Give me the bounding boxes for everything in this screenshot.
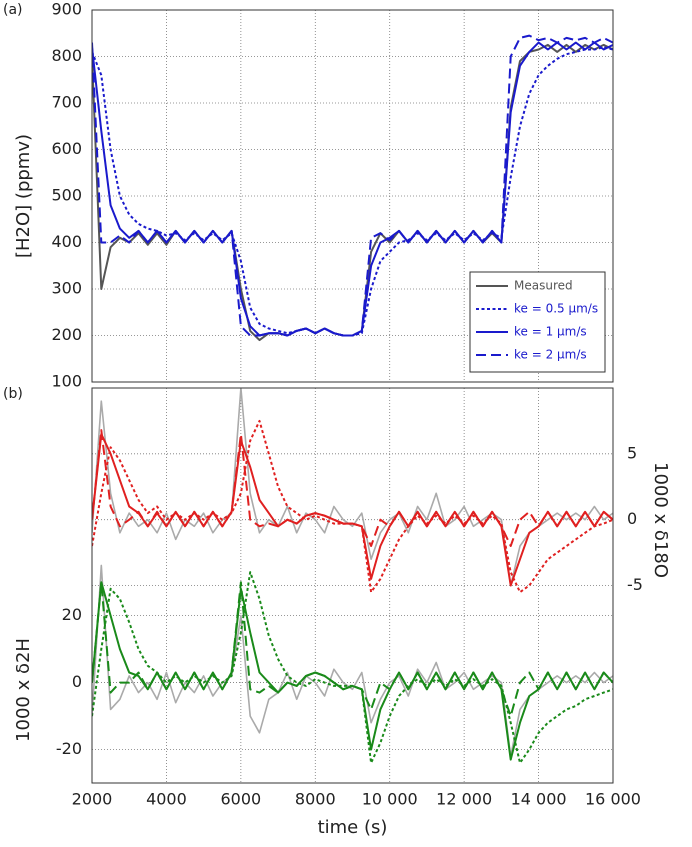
plot-area (92, 34, 613, 342)
legend-label: ke = 2 µm/s (514, 348, 587, 362)
x-tick-label: 10 000 (362, 790, 418, 809)
x-tick-label: 16 000 (585, 790, 641, 809)
y-tick-label: 800 (51, 46, 82, 65)
y-tick-label: 600 (51, 139, 82, 158)
x-tick-label: 8000 (295, 790, 336, 809)
legend-label: Measured (514, 279, 573, 293)
plot-area (92, 388, 613, 764)
plot-frame (91, 9, 614, 383)
x-tick-label: 6000 (220, 790, 261, 809)
y-tick-label: 400 (51, 232, 82, 251)
series-line (92, 419, 613, 594)
x-tick-label: 14 000 (511, 790, 567, 809)
series-line (92, 41, 613, 337)
series-line (92, 433, 613, 587)
y-tick-label: -20 (56, 739, 82, 758)
y2-tick-label: -5 (627, 575, 643, 594)
y-tick-label: 700 (51, 93, 82, 112)
series-line (92, 34, 613, 337)
series-line (92, 581, 613, 718)
series-line (92, 388, 613, 587)
y-axis-label: 1000 x δ2H (13, 638, 34, 742)
series-line (92, 429, 613, 547)
plot-frame (91, 387, 614, 784)
panel-label: (b) (3, 386, 23, 402)
series-line (92, 564, 613, 757)
y-tick-label: 20 (62, 605, 82, 624)
legend-label: ke = 0.5 µm/s (514, 302, 598, 316)
y-tick-label: 0 (72, 672, 82, 691)
x-tick-label: 4000 (146, 790, 187, 809)
y2-tick-label: 0 (627, 509, 637, 528)
y-tick-label: 900 (51, 0, 82, 19)
y2-axis-label: 1000 x δ18O (650, 462, 671, 578)
series-line (92, 571, 613, 764)
panel-label: (a) (3, 2, 23, 18)
y-tick-label: 200 (51, 325, 82, 344)
y-tick-label: 100 (51, 372, 82, 391)
legend-label: ke = 1 µm/s (514, 325, 587, 339)
y-tick-label: 300 (51, 279, 82, 298)
y-tick-label: 500 (51, 186, 82, 205)
x-tick-label: 2000 (72, 790, 113, 809)
series-line (92, 581, 613, 761)
x-axis-label: time (s) (318, 817, 388, 838)
y2-tick-label: 5 (627, 443, 637, 462)
y-axis-label: [H2O] (ppmv) (13, 134, 34, 258)
x-tick-label: 12 000 (436, 790, 492, 809)
